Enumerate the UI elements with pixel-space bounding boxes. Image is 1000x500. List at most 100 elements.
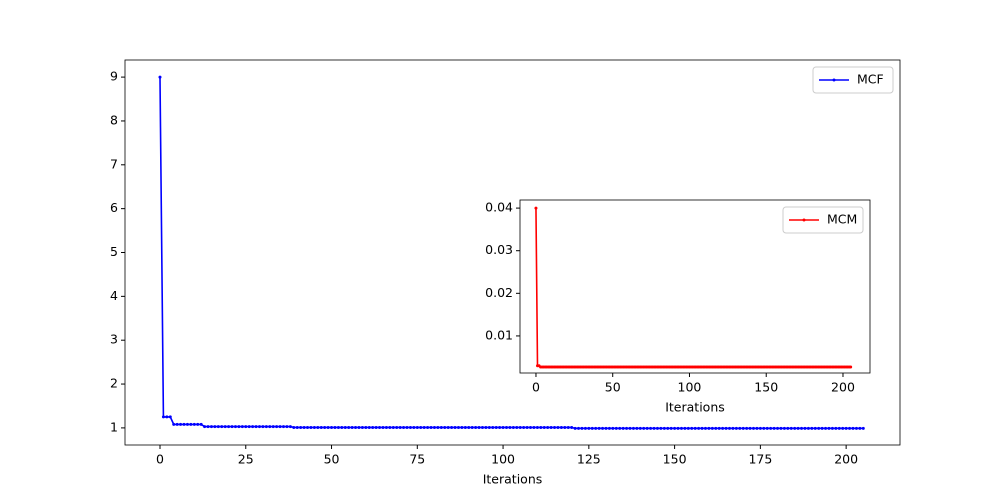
x-tick-label: 175 (748, 452, 772, 467)
data-point (161, 415, 165, 419)
data-point (625, 426, 629, 430)
data-point (549, 425, 553, 429)
data-point (813, 426, 817, 430)
data-point (494, 425, 498, 429)
data-point (285, 425, 289, 429)
data-point (323, 425, 327, 429)
data-point (796, 426, 800, 430)
x-tick-label: 75 (409, 452, 425, 467)
data-point (741, 426, 745, 430)
data-point (402, 425, 406, 429)
x-tick-label: 150 (663, 452, 687, 467)
data-point (230, 425, 234, 429)
data-point (563, 425, 567, 429)
data-point (371, 425, 375, 429)
data-point (498, 425, 502, 429)
data-point (830, 426, 834, 430)
data-point (583, 426, 587, 430)
data-point (223, 425, 227, 429)
data-point (559, 425, 563, 429)
data-point (213, 425, 217, 429)
data-point (278, 425, 282, 429)
y-tick-label: 6 (110, 200, 118, 215)
data-point (456, 425, 460, 429)
data-point (426, 425, 430, 429)
data-point (631, 426, 635, 430)
data-point (703, 426, 707, 430)
x-axis-label: Iterations (483, 472, 543, 487)
data-point (844, 426, 848, 430)
data-point (518, 425, 522, 429)
data-point (319, 425, 323, 429)
data-point (738, 426, 742, 430)
data-point (673, 426, 677, 430)
data-point (721, 426, 725, 430)
data-point (535, 425, 539, 429)
data-point (683, 426, 687, 430)
data-point (573, 426, 577, 430)
data-point (755, 426, 759, 430)
data-point (676, 426, 680, 430)
data-point (601, 426, 605, 430)
x-tick-label: 200 (834, 452, 858, 467)
data-point (261, 425, 265, 429)
data-point (666, 426, 670, 430)
data-point (316, 425, 320, 429)
x-tick-label: 100 (678, 380, 702, 395)
data-point (463, 425, 467, 429)
data-point (185, 422, 189, 426)
axes-frame (519, 199, 871, 374)
data-point (381, 425, 385, 429)
data-point (659, 426, 663, 430)
data-point (679, 426, 683, 430)
data-point (539, 425, 543, 429)
data-point (378, 425, 382, 429)
data-point (340, 425, 344, 429)
data-point (511, 425, 515, 429)
data-point (727, 426, 731, 430)
data-point (470, 425, 474, 429)
data-point (203, 425, 207, 429)
y-tick-label: 1 (110, 419, 118, 434)
data-point (354, 425, 358, 429)
data-point (700, 426, 704, 430)
data-point (529, 425, 533, 429)
data-point (391, 425, 395, 429)
data-point (734, 426, 738, 430)
data-point (487, 425, 491, 429)
y-tick-label: 0.01 (485, 327, 513, 342)
data-point (281, 425, 285, 429)
data-point (803, 426, 807, 430)
data-point (192, 422, 196, 426)
data-point (216, 425, 220, 429)
x-tick-label: 125 (577, 452, 601, 467)
data-point (484, 425, 488, 429)
data-point (388, 425, 392, 429)
data-point (604, 426, 608, 430)
data-point (336, 425, 340, 429)
data-point (326, 425, 330, 429)
data-point (460, 425, 464, 429)
data-point (196, 422, 200, 426)
data-point (398, 425, 402, 429)
data-point (367, 425, 371, 429)
y-tick-label: 8 (110, 112, 118, 127)
data-point (556, 425, 560, 429)
data-point (515, 425, 519, 429)
data-point (793, 426, 797, 430)
data-point (618, 426, 622, 430)
data-point (172, 422, 176, 426)
data-point (343, 425, 347, 429)
data-point (292, 425, 296, 429)
x-tick-label: 200 (831, 380, 855, 395)
data-point (693, 426, 697, 430)
data-point (237, 425, 241, 429)
data-point (302, 425, 306, 429)
data-point (849, 365, 853, 369)
data-point (717, 426, 721, 430)
y-tick-label: 7 (110, 156, 118, 171)
data-point (233, 425, 237, 429)
data-point (731, 426, 735, 430)
data-point (309, 425, 313, 429)
data-point (360, 425, 364, 429)
